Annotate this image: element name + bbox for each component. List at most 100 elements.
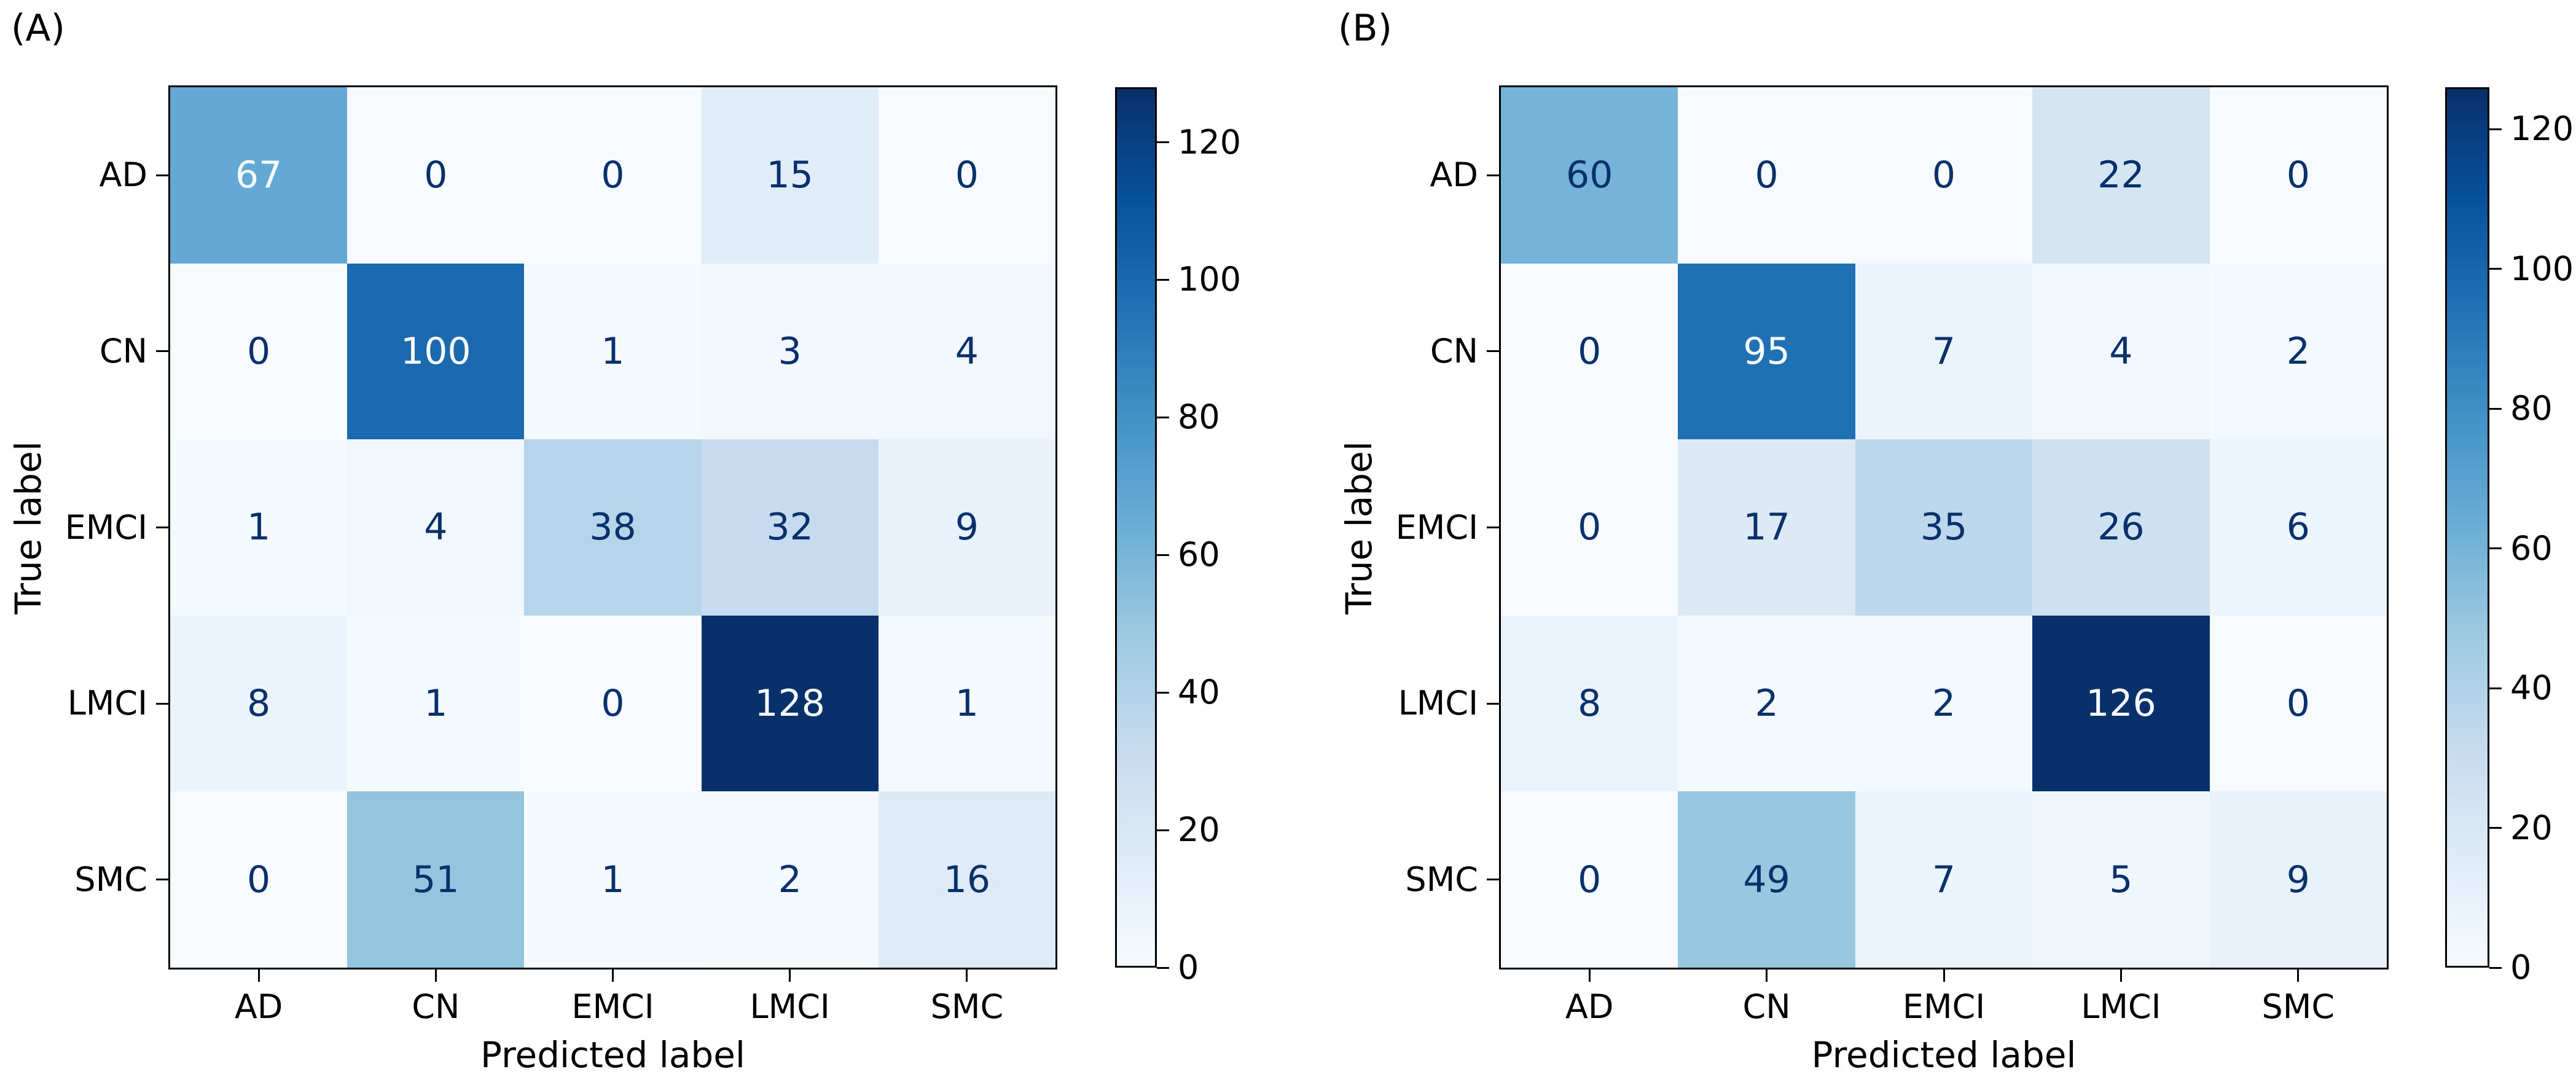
colorbar-tick-A-40 <box>1157 691 1169 694</box>
colorbar-tick-label-B-40: 40 <box>2510 668 2553 708</box>
colorbar-tick-B-40 <box>2489 687 2502 689</box>
cell-B-CN-CN: 95 <box>1678 263 1855 440</box>
cell-A-SMC-SMC: 16 <box>878 791 1055 968</box>
cell-A-AD-AD: 67 <box>170 87 348 264</box>
x-tick-B-AD <box>1588 969 1591 982</box>
cell-B-SMC-CN: 49 <box>1678 791 1855 968</box>
colorbar-B <box>2445 87 2489 968</box>
x-tick-label-A-EMCI: EMCI <box>571 987 654 1026</box>
cell-B-EMCI-AD: 0 <box>1501 439 1678 616</box>
y-tick-B-SMC <box>1487 879 1499 881</box>
cell-B-SMC-SMC: 9 <box>2209 791 2387 968</box>
cell-B-CN-SMC: 2 <box>2209 263 2387 440</box>
cell-B-SMC-LMCI: 5 <box>2032 791 2210 968</box>
y-tick-A-EMCI <box>156 527 168 528</box>
colorbar-tick-label-A-20: 20 <box>1178 810 1220 850</box>
x-tick-A-AD <box>257 969 260 982</box>
cell-B-CN-EMCI: 7 <box>1855 263 2033 440</box>
y-tick-label-A-EMCI: EMCI <box>65 507 147 547</box>
colorbar-tick-label-A-100: 100 <box>1178 260 1242 299</box>
cell-A-CN-SMC: 4 <box>878 263 1055 440</box>
cell-A-CN-CN: 100 <box>347 263 525 440</box>
x-tick-A-LMCI <box>789 969 791 982</box>
cell-A-SMC-AD: 0 <box>170 791 348 968</box>
x-tick-label-B-SMC: SMC <box>2261 987 2335 1026</box>
x-tick-B-CN <box>1766 969 1768 982</box>
cell-B-EMCI-CN: 17 <box>1678 439 1855 616</box>
cell-A-LMCI-AD: 8 <box>170 615 348 792</box>
cell-A-SMC-LMCI: 2 <box>701 791 879 968</box>
x-axis-label-A: Predicted label <box>480 1034 745 1076</box>
colorbar-tick-A-80 <box>1157 416 1169 418</box>
x-tick-label-A-AD: AD <box>234 987 283 1026</box>
colorbar-tick-A-0 <box>1157 966 1169 969</box>
cell-B-LMCI-SMC: 0 <box>2209 615 2387 792</box>
y-tick-label-B-EMCI: EMCI <box>1395 507 1478 547</box>
colorbar-tick-label-A-40: 40 <box>1178 673 1220 712</box>
y-tick-A-AD <box>156 174 168 176</box>
x-axis-label-B: Predicted label <box>1811 1034 2077 1076</box>
colorbar-A <box>1115 87 1157 968</box>
y-tick-label-B-AD: AD <box>1430 155 1478 195</box>
cell-B-SMC-EMCI: 7 <box>1855 791 2033 968</box>
x-tick-label-B-AD: AD <box>1565 987 1614 1026</box>
cell-A-CN-AD: 0 <box>170 263 348 440</box>
cell-B-AD-EMCI: 0 <box>1855 87 2033 264</box>
x-tick-A-EMCI <box>612 969 614 982</box>
colorbar-tick-label-B-60: 60 <box>2510 528 2553 568</box>
panel-label-B: (B) <box>1338 7 1392 50</box>
cell-A-LMCI-SMC: 1 <box>878 615 1055 792</box>
x-tick-B-SMC <box>2297 969 2300 982</box>
colorbar-tick-B-0 <box>2489 966 2502 969</box>
colorbar-tick-label-A-120: 120 <box>1178 122 1242 162</box>
colorbar-tick-label-A-60: 60 <box>1178 535 1220 574</box>
cell-A-EMCI-LMCI: 32 <box>701 439 879 616</box>
y-tick-B-LMCI <box>1487 702 1499 705</box>
y-tick-A-LMCI <box>156 702 168 705</box>
cell-B-LMCI-AD: 8 <box>1501 615 1678 792</box>
colorbar-tick-A-120 <box>1157 141 1169 144</box>
colorbar-tick-B-20 <box>2489 827 2502 829</box>
x-tick-label-B-LMCI: LMCI <box>2081 987 2161 1026</box>
y-tick-A-CN <box>156 350 168 353</box>
y-tick-B-AD <box>1487 174 1499 176</box>
x-tick-label-B-EMCI: EMCI <box>1902 987 1986 1026</box>
colorbar-tick-B-120 <box>2489 128 2502 130</box>
y-tick-label-A-LMCI: LMCI <box>67 684 147 723</box>
cell-B-LMCI-CN: 2 <box>1678 615 1855 792</box>
cell-A-EMCI-EMCI: 38 <box>524 439 702 616</box>
x-tick-B-LMCI <box>2120 969 2122 982</box>
cell-A-EMCI-AD: 1 <box>170 439 348 616</box>
cell-A-EMCI-CN: 4 <box>347 439 525 616</box>
cell-B-EMCI-SMC: 6 <box>2209 439 2387 616</box>
x-tick-A-CN <box>434 969 437 982</box>
cell-B-AD-LMCI: 22 <box>2032 87 2210 264</box>
x-tick-label-A-CN: CN <box>412 987 460 1026</box>
y-tick-B-CN <box>1487 350 1499 353</box>
colorbar-tick-label-A-0: 0 <box>1178 948 1199 987</box>
colorbar-tick-label-B-100: 100 <box>2510 249 2574 288</box>
heatmap-B: 60 0 0 22 0 0 95 7 4 2 0 17 35 26 6 8 2 2 126 0 0 49 7 5 9 <box>1501 87 2387 968</box>
y-tick-label-A-CN: CN <box>99 331 147 370</box>
y-tick-label-B-SMC: SMC <box>1405 860 1478 899</box>
x-tick-label-B-CN: CN <box>1742 987 1791 1026</box>
cell-B-AD-CN: 0 <box>1678 87 1855 264</box>
y-tick-label-A-AD: AD <box>99 155 147 195</box>
colorbar-tick-B-80 <box>2489 407 2502 410</box>
colorbar-tick-A-20 <box>1157 829 1169 831</box>
cell-B-SMC-AD: 0 <box>1501 791 1678 968</box>
cell-B-AD-SMC: 0 <box>2209 87 2387 264</box>
cell-A-LMCI-CN: 1 <box>347 615 525 792</box>
colorbar-tick-label-B-80: 80 <box>2510 389 2553 428</box>
x-tick-B-EMCI <box>1943 969 1945 982</box>
cell-B-LMCI-LMCI: 126 <box>2032 615 2210 792</box>
panel-label-A: (A) <box>11 7 65 50</box>
colorbar-tick-label-B-0: 0 <box>2510 948 2532 987</box>
cell-B-LMCI-EMCI: 2 <box>1855 615 2033 792</box>
x-tick-label-A-LMCI: LMCI <box>750 987 830 1026</box>
colorbar-tick-A-60 <box>1157 554 1169 556</box>
cell-B-EMCI-EMCI: 35 <box>1855 439 2033 616</box>
cell-A-SMC-EMCI: 1 <box>524 791 702 968</box>
y-tick-label-B-LMCI: LMCI <box>1398 684 1478 723</box>
y-tick-label-B-CN: CN <box>1430 331 1478 370</box>
